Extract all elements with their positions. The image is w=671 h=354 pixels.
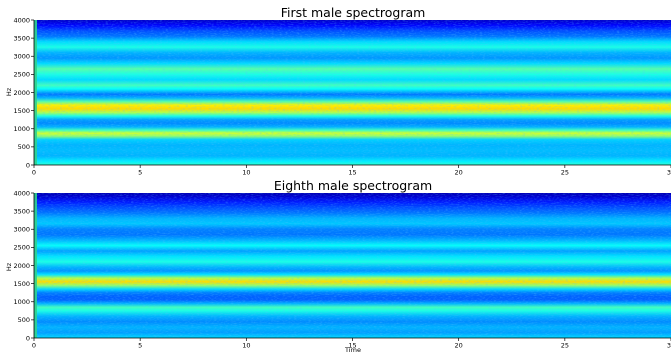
y-tick-label: 0 bbox=[26, 161, 30, 169]
y-tick-label: 1500 bbox=[13, 107, 30, 115]
x-tick-label: 10 bbox=[242, 342, 250, 350]
y-tick-label: 3500 bbox=[13, 207, 30, 215]
x-tick-label: 5 bbox=[138, 169, 142, 177]
y-tick-label: 3500 bbox=[13, 34, 30, 42]
axes-eighth: 0 500 1000 1500 2000 2500 3000 3500 4000 0 5 10 15 20… bbox=[13, 189, 671, 350]
x-tick-label: 10 bbox=[242, 169, 250, 177]
spectrogram-edge-column bbox=[34, 193, 37, 338]
y-tick-label: 0 bbox=[26, 334, 30, 342]
y-tick-label: 2500 bbox=[13, 244, 30, 252]
y-tick-label: 4000 bbox=[13, 16, 30, 24]
spectrogram-texture bbox=[34, 20, 671, 165]
y-tick-label: 2500 bbox=[13, 71, 30, 79]
y-tick-label: 500 bbox=[18, 143, 30, 151]
spectrogram-panel-eighth: Eighth male spectrogram 0500100015002000… bbox=[5, 178, 671, 354]
y-tick-label: 2000 bbox=[13, 262, 30, 270]
y-tick-label: 3000 bbox=[13, 53, 30, 61]
axes-first: 0 500 1000 1500 2000 2500 3000 3500 4000 0 5 10 15 20… bbox=[13, 16, 671, 177]
spectrogram-panel-first: First male spectrogram 0 500 1000 1500 2000 2… bbox=[5, 5, 671, 177]
heatmap-area-eighth bbox=[34, 193, 671, 338]
x-tick-label: 30 bbox=[667, 342, 671, 350]
y-tick-label: 1000 bbox=[13, 125, 30, 133]
x-tick-label: 0 bbox=[32, 169, 36, 177]
y-tick-label: 4000 bbox=[13, 189, 30, 197]
y-axis-label-first: Hz bbox=[5, 87, 13, 96]
x-tick-label: 20 bbox=[455, 342, 463, 350]
y-axis-label-eighth: Hz bbox=[5, 262, 13, 271]
y-tick-label: 1000 bbox=[13, 298, 30, 306]
x-axis-label-eighth: Time bbox=[344, 346, 361, 354]
x-tick-label: 20 bbox=[455, 169, 463, 177]
x-tick-label: 25 bbox=[561, 342, 569, 350]
x-tick-label: 25 bbox=[561, 169, 569, 177]
chart-title-first: First male spectrogram bbox=[281, 5, 426, 20]
x-tick-label: 15 bbox=[348, 169, 356, 177]
x-tick-label: 0 bbox=[32, 342, 36, 350]
spectrogram-edge-column bbox=[34, 20, 37, 165]
y-tick-label: 2000 bbox=[13, 89, 30, 97]
chart-title-eighth: Eighth male spectrogram bbox=[274, 178, 432, 193]
x-tick-label: 15 bbox=[348, 342, 356, 350]
x-tick-label: 30 bbox=[667, 169, 671, 177]
y-tick-label: 3000 bbox=[13, 226, 30, 234]
y-tick-label: 500 bbox=[18, 316, 30, 324]
x-tick-label: 5 bbox=[138, 342, 142, 350]
y-tick-label: 1500 bbox=[13, 280, 30, 288]
spectrogram-texture bbox=[34, 193, 671, 338]
heatmap-area-first bbox=[34, 20, 671, 165]
